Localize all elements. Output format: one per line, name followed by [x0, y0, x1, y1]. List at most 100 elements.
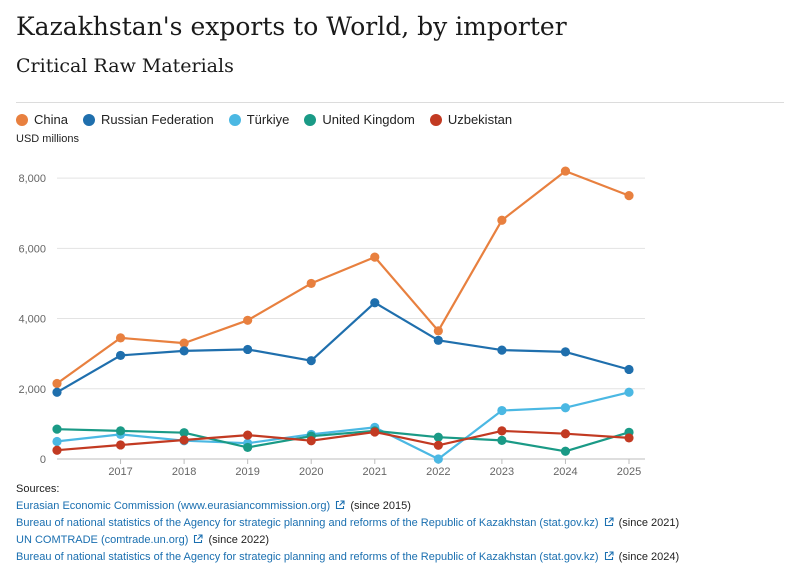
series-line-t-rkiye: [56, 391, 630, 461]
data-point-china: [497, 215, 507, 225]
data-point-russian-federation: [433, 335, 443, 345]
data-point-t-rkiye: [52, 436, 62, 447]
legend-item-uzbekistan[interactable]: Uzbekistan: [429, 112, 513, 127]
y-tick-label: 8,000: [18, 173, 46, 185]
header-divider: [16, 102, 784, 103]
legend-item-russian-federation[interactable]: Russian Federation: [82, 112, 214, 127]
legend-label: United Kingdom: [322, 112, 415, 127]
legend-swatch: [16, 113, 28, 126]
data-point-united-kingdom: [560, 446, 571, 456]
x-tick-label: 2017: [108, 466, 132, 478]
chart-subtitle: Critical Raw Materials: [16, 55, 234, 77]
data-point-china: [115, 333, 126, 343]
source-note: (since 2015): [350, 500, 411, 512]
data-point-russian-federation: [179, 346, 189, 356]
y-tick-label: 6,000: [18, 243, 46, 255]
legend-label: Russian Federation: [100, 112, 214, 127]
legend-swatch: [304, 113, 317, 126]
source-link[interactable]: Bureau of national statistics of the Age…: [16, 517, 599, 529]
series-line-russian-federation: [56, 301, 630, 394]
data-point-uzbekistan: [560, 429, 571, 439]
data-point-uzbekistan: [52, 445, 62, 455]
external-link-icon[interactable]: [335, 500, 345, 510]
data-point-t-rkiye: [497, 405, 507, 416]
x-tick-label: 2023: [490, 466, 514, 478]
chart-title: Kazakhstan's exports to World, by import…: [16, 12, 567, 41]
data-point-china: [52, 378, 62, 389]
x-tick-label: 2024: [553, 466, 577, 478]
data-point-united-kingdom: [115, 426, 126, 436]
y-tick-label: 4,000: [18, 314, 46, 326]
data-point-russian-federation: [560, 347, 571, 357]
x-tick-label: 2025: [617, 466, 641, 478]
external-link-icon[interactable]: [604, 517, 614, 527]
source-line: Bureau of national statistics of the Age…: [16, 549, 679, 566]
data-point-russian-federation: [624, 364, 634, 375]
data-point-china: [433, 326, 443, 336]
source-link[interactable]: Eurasian Economic Commission (www.eurasi…: [16, 500, 331, 512]
external-link-icon[interactable]: [604, 551, 614, 561]
source-link[interactable]: Bureau of national statistics of the Age…: [16, 551, 599, 563]
y-axis-unit-label: USD millions: [16, 133, 79, 145]
data-point-china: [624, 191, 634, 201]
data-point-uzbekistan: [624, 433, 634, 443]
data-point-united-kingdom: [497, 435, 507, 445]
data-point-china: [370, 252, 380, 262]
data-point-uzbekistan: [306, 436, 316, 446]
data-point-united-kingdom: [433, 432, 443, 442]
chart-legend: China Russian Federation Türkiye United …: [16, 112, 527, 127]
source-line: Eurasian Economic Commission (www.eurasi…: [16, 498, 679, 515]
source-note: (since 2022): [208, 534, 270, 546]
external-link-icon[interactable]: [193, 534, 203, 544]
data-point-russian-federation: [243, 344, 253, 355]
data-point-russian-federation: [306, 356, 316, 366]
data-point-russian-federation: [52, 387, 62, 397]
source-line: UN COMTRADE (comtrade.un.org) (since 202…: [16, 532, 679, 549]
legend-swatch: [82, 113, 95, 126]
source-note: (since 2024): [618, 551, 680, 563]
legend-item-china[interactable]: China: [16, 112, 68, 127]
sources-title: Sources:: [16, 483, 60, 495]
x-tick-label: 2022: [426, 466, 450, 478]
data-point-uzbekistan: [370, 427, 380, 437]
data-point-t-rkiye: [433, 454, 443, 464]
data-point-russian-federation: [115, 350, 126, 361]
data-point-united-kingdom: [243, 442, 253, 453]
legend-swatch: [228, 113, 241, 126]
line-chart: 0 2,000 4,000 6,000 8,000 2017 2018 2019 2020 202…: [18, 166, 645, 478]
legend-label: Türkiye: [246, 112, 290, 127]
data-point-uzbekistan: [497, 426, 507, 436]
data-point-china: [179, 338, 189, 348]
data-point-uzbekistan: [179, 435, 189, 445]
data-point-t-rkiye: [560, 403, 571, 413]
x-tick-label: 2021: [363, 466, 387, 478]
data-point-uzbekistan: [115, 440, 126, 450]
data-point-china: [560, 166, 571, 176]
legend-label: China: [34, 112, 68, 127]
legend-swatch: [429, 113, 442, 126]
source-link[interactable]: UN COMTRADE (comtrade.un.org): [16, 534, 189, 546]
data-point-uzbekistan: [433, 440, 443, 450]
series-line-united-kingdom: [56, 428, 630, 453]
y-tick-label: 2,000: [18, 384, 46, 396]
x-tick-label: 2020: [299, 466, 323, 478]
source-note: (since 2021): [618, 517, 680, 529]
x-tick-label: 2018: [172, 466, 196, 478]
data-point-uzbekistan: [243, 430, 253, 440]
legend-item-united-kingdom[interactable]: United Kingdom: [304, 112, 415, 127]
data-point-china: [306, 278, 316, 289]
data-point-russian-federation: [497, 345, 507, 355]
data-point-china: [243, 315, 253, 325]
data-point-t-rkiye: [624, 387, 634, 397]
data-point-russian-federation: [370, 298, 380, 308]
x-tick-label: 2019: [235, 466, 259, 478]
series-line-china: [56, 170, 630, 385]
series-line-uzbekistan: [56, 429, 630, 452]
source-line: Bureau of national statistics of the Age…: [16, 515, 679, 532]
data-point-united-kingdom: [179, 428, 189, 438]
data-point-united-kingdom: [52, 424, 62, 434]
legend-label: Uzbekistan: [447, 112, 513, 127]
y-tick-label: 0: [40, 454, 46, 466]
legend-item-turkiye[interactable]: Türkiye: [228, 112, 290, 127]
sources-section: Sources: Eurasian Economic Commission (w…: [16, 481, 679, 566]
